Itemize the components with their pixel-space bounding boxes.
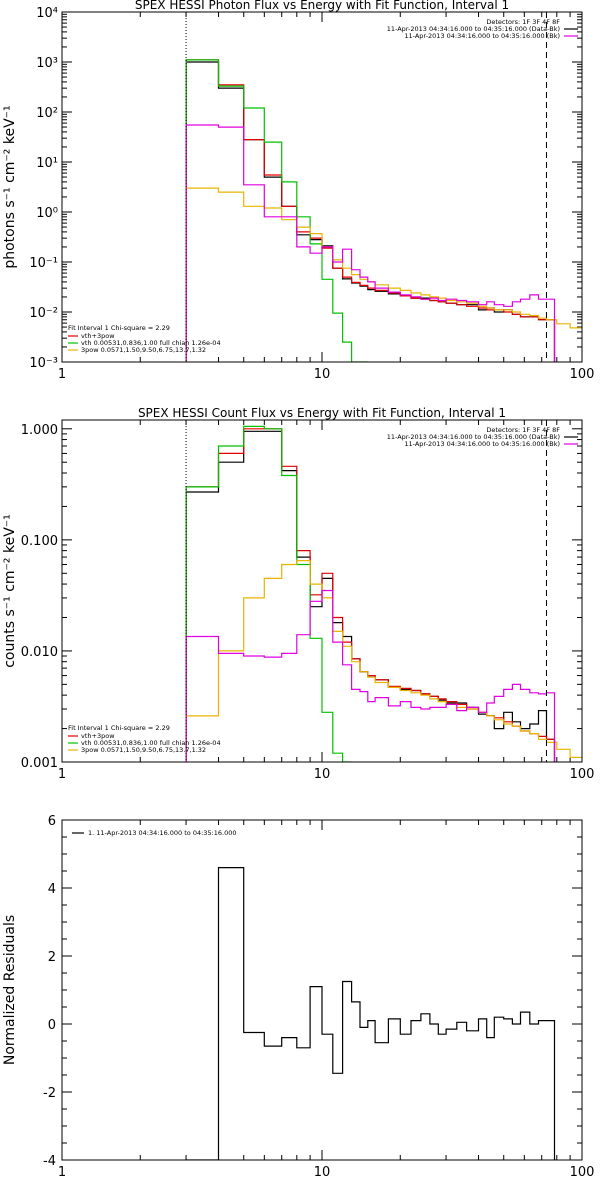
plot-area [186, 867, 556, 1160]
chart-panel-2: SPEX HESSI Count Flux vs Energy with Fit… [2, 406, 594, 782]
legend-entry: 11-Apr-2013 04:34:16.000 to 04:35:16.000… [404, 32, 560, 40]
x-tick-label: 10 [314, 367, 331, 382]
series-line [185, 560, 582, 762]
series-line [185, 59, 556, 362]
y-axis-label: Normalized Residuals [2, 915, 18, 1065]
x-tick-label: 1 [58, 767, 66, 782]
series-line [186, 867, 556, 1160]
x-tick-label: 10 [314, 1165, 331, 1180]
y-tick-label: -2 [43, 1086, 56, 1101]
plot-area [185, 59, 582, 362]
series-line [185, 124, 556, 362]
chart-panel-3: 1 10 100 -4 -2 0 2 4 6 Normalized Residuals 1. 11-… [2, 814, 594, 1180]
y-tick-label: 10⁰ [36, 206, 58, 221]
fit-legend-entry: vth 0.00531,0.836,1.00 full chian 1.26e-… [81, 739, 221, 747]
fit-legend-entry: 3pow 0.0571,1.50,9.50,6.75,13.7,1.32 [81, 746, 206, 754]
y-tick-label: 10² [36, 106, 58, 121]
fit-legend-entry: vth+3pow [81, 732, 115, 740]
fit-legend-header: Fit Interval 1 Chi-square = 2.29 [68, 724, 170, 732]
series-line [185, 589, 556, 762]
y-tick-label: 10⁴ [36, 6, 58, 21]
y-tick-label: 0.001 [21, 756, 58, 771]
series-line [185, 430, 556, 762]
y-tick-label: 0.010 [21, 645, 58, 660]
fit-legend-header: Fit Interval 1 Chi-square = 2.29 [68, 324, 170, 332]
y-tick-label: 6 [48, 814, 56, 829]
x-tick-label: 1 [58, 367, 66, 382]
y-tick-label: 0 [48, 1018, 56, 1033]
legend-entry: Detectors: 1F 3F 4F 8F [486, 18, 560, 26]
fit-legend-entry: 3pow 0.0571,1.50,9.50,6.75,13.7,1.32 [81, 346, 206, 354]
legend-entry: Detectors: 1F 3F 4F 8F [486, 426, 560, 434]
series-line [185, 187, 582, 362]
y-axis-label: photons s⁻¹ cm⁻² keV⁻¹ [2, 105, 18, 268]
chart-title: SPEX HESSI Count Flux vs Energy with Fit… [138, 406, 506, 420]
plot-frame [61, 419, 583, 763]
y-tick-label: 10¹ [36, 156, 58, 171]
x-tick-label: 100 [570, 367, 595, 382]
plot-frame [61, 11, 583, 363]
series-line [185, 428, 556, 762]
series-line [185, 425, 353, 762]
y-tick-label: 10⁻¹ [29, 256, 58, 271]
y-tick-label: 2 [48, 950, 56, 965]
y-tick-label: 1.000 [21, 423, 58, 438]
y-tick-label: 10³ [36, 56, 58, 71]
x-tick-label: 100 [570, 1165, 595, 1180]
fit-legend-entry: vth+3pow [81, 332, 115, 340]
plot-area [185, 425, 582, 762]
y-axis-label: counts s⁻¹ cm⁻² keV⁻¹ [2, 514, 18, 668]
legend-entry: 1. 11-Apr-2013 04:34:16.000 to 04:35:16.… [88, 829, 237, 837]
legend-entry: 11-Apr-2013 04:34:16.000 to 04:35:16.000… [404, 440, 560, 448]
fit-legend-entry: vth 0.00531,0.836,1.00 full chian 1.26e-… [81, 339, 221, 347]
y-tick-label: 4 [48, 882, 56, 897]
y-tick-label: 0.100 [21, 534, 58, 549]
chart-title: SPEX HESSI Photon Flux vs Energy with Fi… [135, 0, 509, 12]
legend-entry: 11-Apr-2013 04:34:16.000 to 04:35:16.000… [387, 433, 560, 441]
series-line [185, 59, 369, 362]
x-tick-label: 1 [58, 1165, 66, 1180]
y-tick-label: 10⁻² [29, 306, 58, 321]
x-tick-label: 100 [570, 767, 595, 782]
plot-frame [61, 819, 583, 1161]
y-tick-label: 10⁻³ [29, 356, 58, 371]
legend-entry: 11-Apr-2013 04:34:16.000 to 04:35:16.000… [387, 25, 560, 33]
series-line [185, 61, 556, 362]
y-tick-label: -4 [43, 1154, 56, 1169]
chart-panel-1: SPEX HESSI Photon Flux vs Energy with Fi… [2, 0, 594, 382]
x-tick-label: 10 [314, 767, 331, 782]
